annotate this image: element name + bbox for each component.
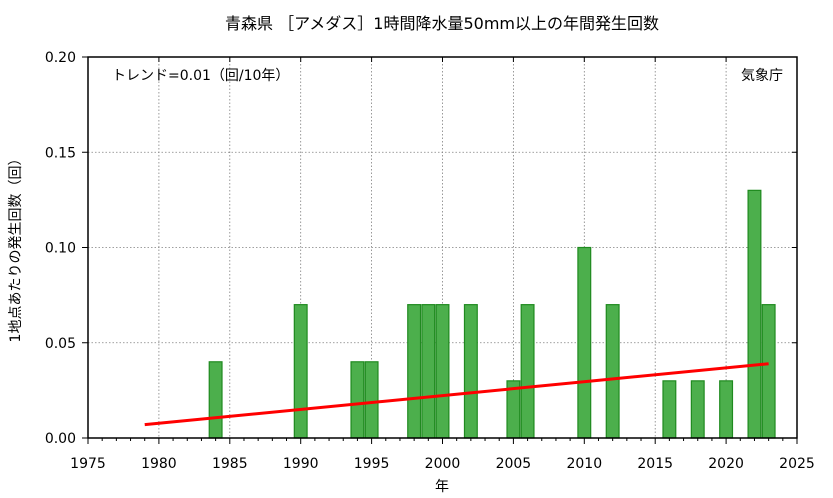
bar-2022 <box>747 189 762 439</box>
y-tick-label: 0.10 <box>45 241 76 257</box>
y-axis-label: 1地点あたりの発生回数（回） <box>8 152 24 343</box>
bars <box>208 189 776 439</box>
bar-2002 <box>463 304 478 439</box>
y-tick-label: 0.15 <box>45 145 76 161</box>
bar-1995 <box>364 361 379 439</box>
bar-2016 <box>662 380 677 439</box>
x-tick-label: 1995 <box>354 456 390 472</box>
bar-1999 <box>421 304 436 439</box>
source-label: 気象庁 <box>741 68 783 84</box>
x-tick-label: 1975 <box>70 456 106 472</box>
x-axis-label: 年 <box>435 479 449 495</box>
x-tick-label: 2020 <box>708 456 744 472</box>
x-tick-label: 2005 <box>496 456 532 472</box>
x-tick-label: 1980 <box>141 456 177 472</box>
trend-line <box>144 362 769 427</box>
x-tick-label: 2025 <box>779 456 815 472</box>
bar-1994 <box>350 361 365 439</box>
bar-1998 <box>407 304 422 439</box>
chart-title: 青森県 ［アメダス］1時間降水量50mm以上の年間発生回数 <box>225 14 659 33</box>
bar-2012 <box>605 304 620 439</box>
y-tick-label: 0.20 <box>45 50 76 66</box>
bar-2023 <box>761 304 776 439</box>
y-axis: 0.00 0.05 0.10 0.15 0.20 <box>45 50 797 447</box>
x-tick-label: 1990 <box>283 456 319 472</box>
trend-line-group <box>144 362 769 427</box>
x-tick-label: 2010 <box>566 456 602 472</box>
bar-2006 <box>520 304 535 439</box>
bar-1990 <box>293 304 308 439</box>
bar-1984 <box>208 361 223 439</box>
bar-2018 <box>690 380 705 439</box>
y-tick-label: 0.00 <box>45 431 76 447</box>
trend-annotation: トレンド=0.01（回/10年） <box>112 68 289 84</box>
x-tick-label: 2000 <box>425 456 461 472</box>
x-tick-label: 2015 <box>637 456 673 472</box>
x-axis: 1975 1980 1985 1990 1995 2000 2005 2010 2015 2020… <box>70 57 815 472</box>
bar-2000 <box>435 304 450 439</box>
x-tick-label: 1985 <box>212 456 248 472</box>
y-tick-label: 0.05 <box>45 336 76 352</box>
bar-2020 <box>719 380 734 439</box>
bar-2010 <box>577 246 592 439</box>
